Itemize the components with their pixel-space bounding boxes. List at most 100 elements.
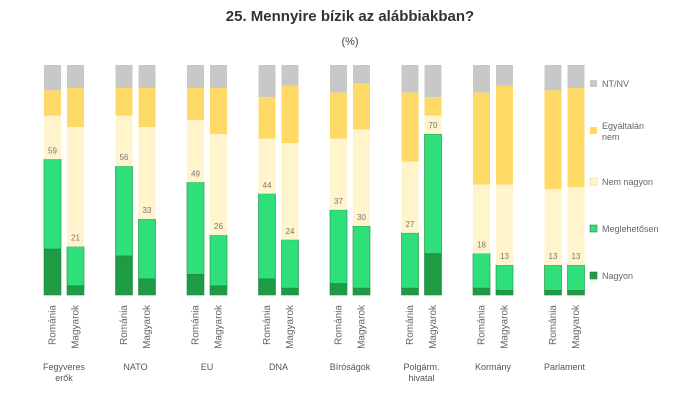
bar-segment-nt-nv <box>424 65 442 98</box>
country-label: Románia <box>548 305 559 345</box>
bar-segment-meglehet-sen <box>567 264 585 291</box>
value-label: 13 <box>572 252 581 261</box>
group-label: DNA <box>269 362 288 372</box>
group-label: Polgárm. hivatal <box>403 362 439 383</box>
legend-swatch <box>589 271 598 280</box>
bar-segment-nagyon <box>186 273 205 296</box>
legend-label: Nem nagyon <box>602 177 653 187</box>
bar-segment-nt-nv <box>187 65 204 88</box>
legend-label: Nagyon <box>602 271 633 281</box>
bar-segment-nagyon <box>329 283 348 296</box>
country-label: Románia <box>262 305 273 345</box>
country-label: Magyarok <box>142 304 153 349</box>
bar-segment-nem-nagyon <box>401 161 419 233</box>
country-label: Magyarok <box>71 304 82 349</box>
bar-segment-meglehet-sen <box>115 165 133 257</box>
value-label: 24 <box>286 227 295 236</box>
bar-segment-nem-nagyon <box>544 189 562 266</box>
bar-segment-egy-ltal-n-nem <box>567 88 585 187</box>
value-label: 27 <box>406 220 415 229</box>
bar-segment-nem-nagyon <box>138 127 156 220</box>
bar-segment-nt-nv <box>115 65 133 88</box>
legend-swatch <box>590 80 597 87</box>
bar-segment-nt-nv <box>281 65 299 86</box>
bars-layer: 59 Románia 21 Magyarok Fegyveres erők 56 Románi… <box>43 65 586 383</box>
bar-segment-nt-nv <box>44 65 61 91</box>
bar-segment-nagyon <box>43 248 62 296</box>
group-label: Parlament <box>544 362 586 372</box>
bar-segment-meglehet-sen <box>281 239 299 289</box>
value-label: 30 <box>357 213 366 222</box>
bar-segment-nagyon <box>401 287 419 296</box>
bar-segment-meglehet-sen <box>329 209 348 284</box>
bar-segment-meglehet-sen <box>472 253 491 289</box>
group-label: Kormány <box>475 362 512 372</box>
bar-segment-egy-ltal-n-nem <box>210 88 227 134</box>
value-label: 70 <box>429 121 438 130</box>
bar-segment-nagyon <box>544 290 562 296</box>
country-label: Románia <box>334 305 345 345</box>
bar-segment-nt-nv <box>473 65 490 93</box>
bar-segment-nt-nv <box>67 65 84 88</box>
country-label: Magyarok <box>500 304 511 349</box>
bar-segment-nem-nagyon <box>353 129 370 226</box>
bar-segment-meglehet-sen <box>544 264 562 291</box>
bar-segment-nt-nv <box>210 65 227 88</box>
legend-swatch <box>590 127 597 134</box>
bar-segment-nem-nagyon <box>496 184 513 266</box>
country-label: Románia <box>119 305 130 345</box>
bar-segment-egy-ltal-n-nem <box>496 85 513 185</box>
legend-swatch <box>589 177 598 186</box>
bar-segment-egy-ltal-n-nem <box>258 97 276 139</box>
bar-segment-egy-ltal-n-nem <box>44 90 61 116</box>
group-label: Bíróságok <box>330 362 371 372</box>
bar-segment-nagyon <box>66 285 85 296</box>
value-label: 21 <box>71 234 80 243</box>
bar-segment-meglehet-sen <box>352 225 371 289</box>
bar-segment-nt-nv <box>401 65 419 93</box>
value-label: 13 <box>500 252 509 261</box>
group-label: NATO <box>123 362 147 372</box>
country-label: Magyarok <box>285 304 296 349</box>
bar-segment-nem-nagyon <box>187 120 204 183</box>
value-label: 37 <box>334 197 343 206</box>
bar-segment-meglehet-sen <box>258 193 276 280</box>
value-label: 18 <box>477 241 486 250</box>
bar-segment-nagyon <box>258 278 276 296</box>
bar-segment-nt-nv <box>138 65 156 88</box>
bar-segment-nt-nv <box>496 65 513 86</box>
legend-label: NT/NV <box>602 79 629 89</box>
country-label: Magyarok <box>214 304 225 349</box>
bar-segment-egy-ltal-n-nem <box>281 85 299 144</box>
legend-label: Egyáltalán nem <box>602 121 644 142</box>
bar-segment-meglehet-sen <box>209 234 228 287</box>
country-label: Magyarok <box>428 304 439 349</box>
bar-segment-egy-ltal-n-nem <box>401 92 419 162</box>
bar-segment-nt-nv <box>353 65 370 84</box>
chart-subtitle: (%) <box>341 36 358 48</box>
bar-segment-egy-ltal-n-nem <box>138 88 156 128</box>
value-label: 33 <box>143 206 152 215</box>
bar-segment-nagyon <box>115 255 133 296</box>
legend-label: Meglehetősen <box>602 224 659 234</box>
bar-segment-meglehet-sen <box>66 246 85 287</box>
value-label: 59 <box>48 146 57 155</box>
bar-segment-nagyon <box>424 253 442 296</box>
bar-segment-nt-nv <box>544 65 562 91</box>
bar-segment-egy-ltal-n-nem <box>473 92 490 185</box>
legend-swatch <box>589 224 598 233</box>
country-label: Magyarok <box>571 304 582 349</box>
bar-segment-egy-ltal-n-nem <box>353 83 370 130</box>
value-label: 13 <box>549 252 558 261</box>
value-label: 26 <box>214 222 223 231</box>
group-label: EU <box>201 362 214 372</box>
bar-segment-nagyon <box>352 287 371 296</box>
value-label: 56 <box>120 153 129 162</box>
bar-segment-nem-nagyon <box>258 138 276 194</box>
bar-segment-meglehet-sen <box>138 218 156 280</box>
bar-segment-nem-nagyon <box>115 115 133 167</box>
bar-segment-egy-ltal-n-nem <box>115 88 133 116</box>
value-label: 44 <box>263 181 272 190</box>
bar-segment-nagyon <box>209 285 228 296</box>
